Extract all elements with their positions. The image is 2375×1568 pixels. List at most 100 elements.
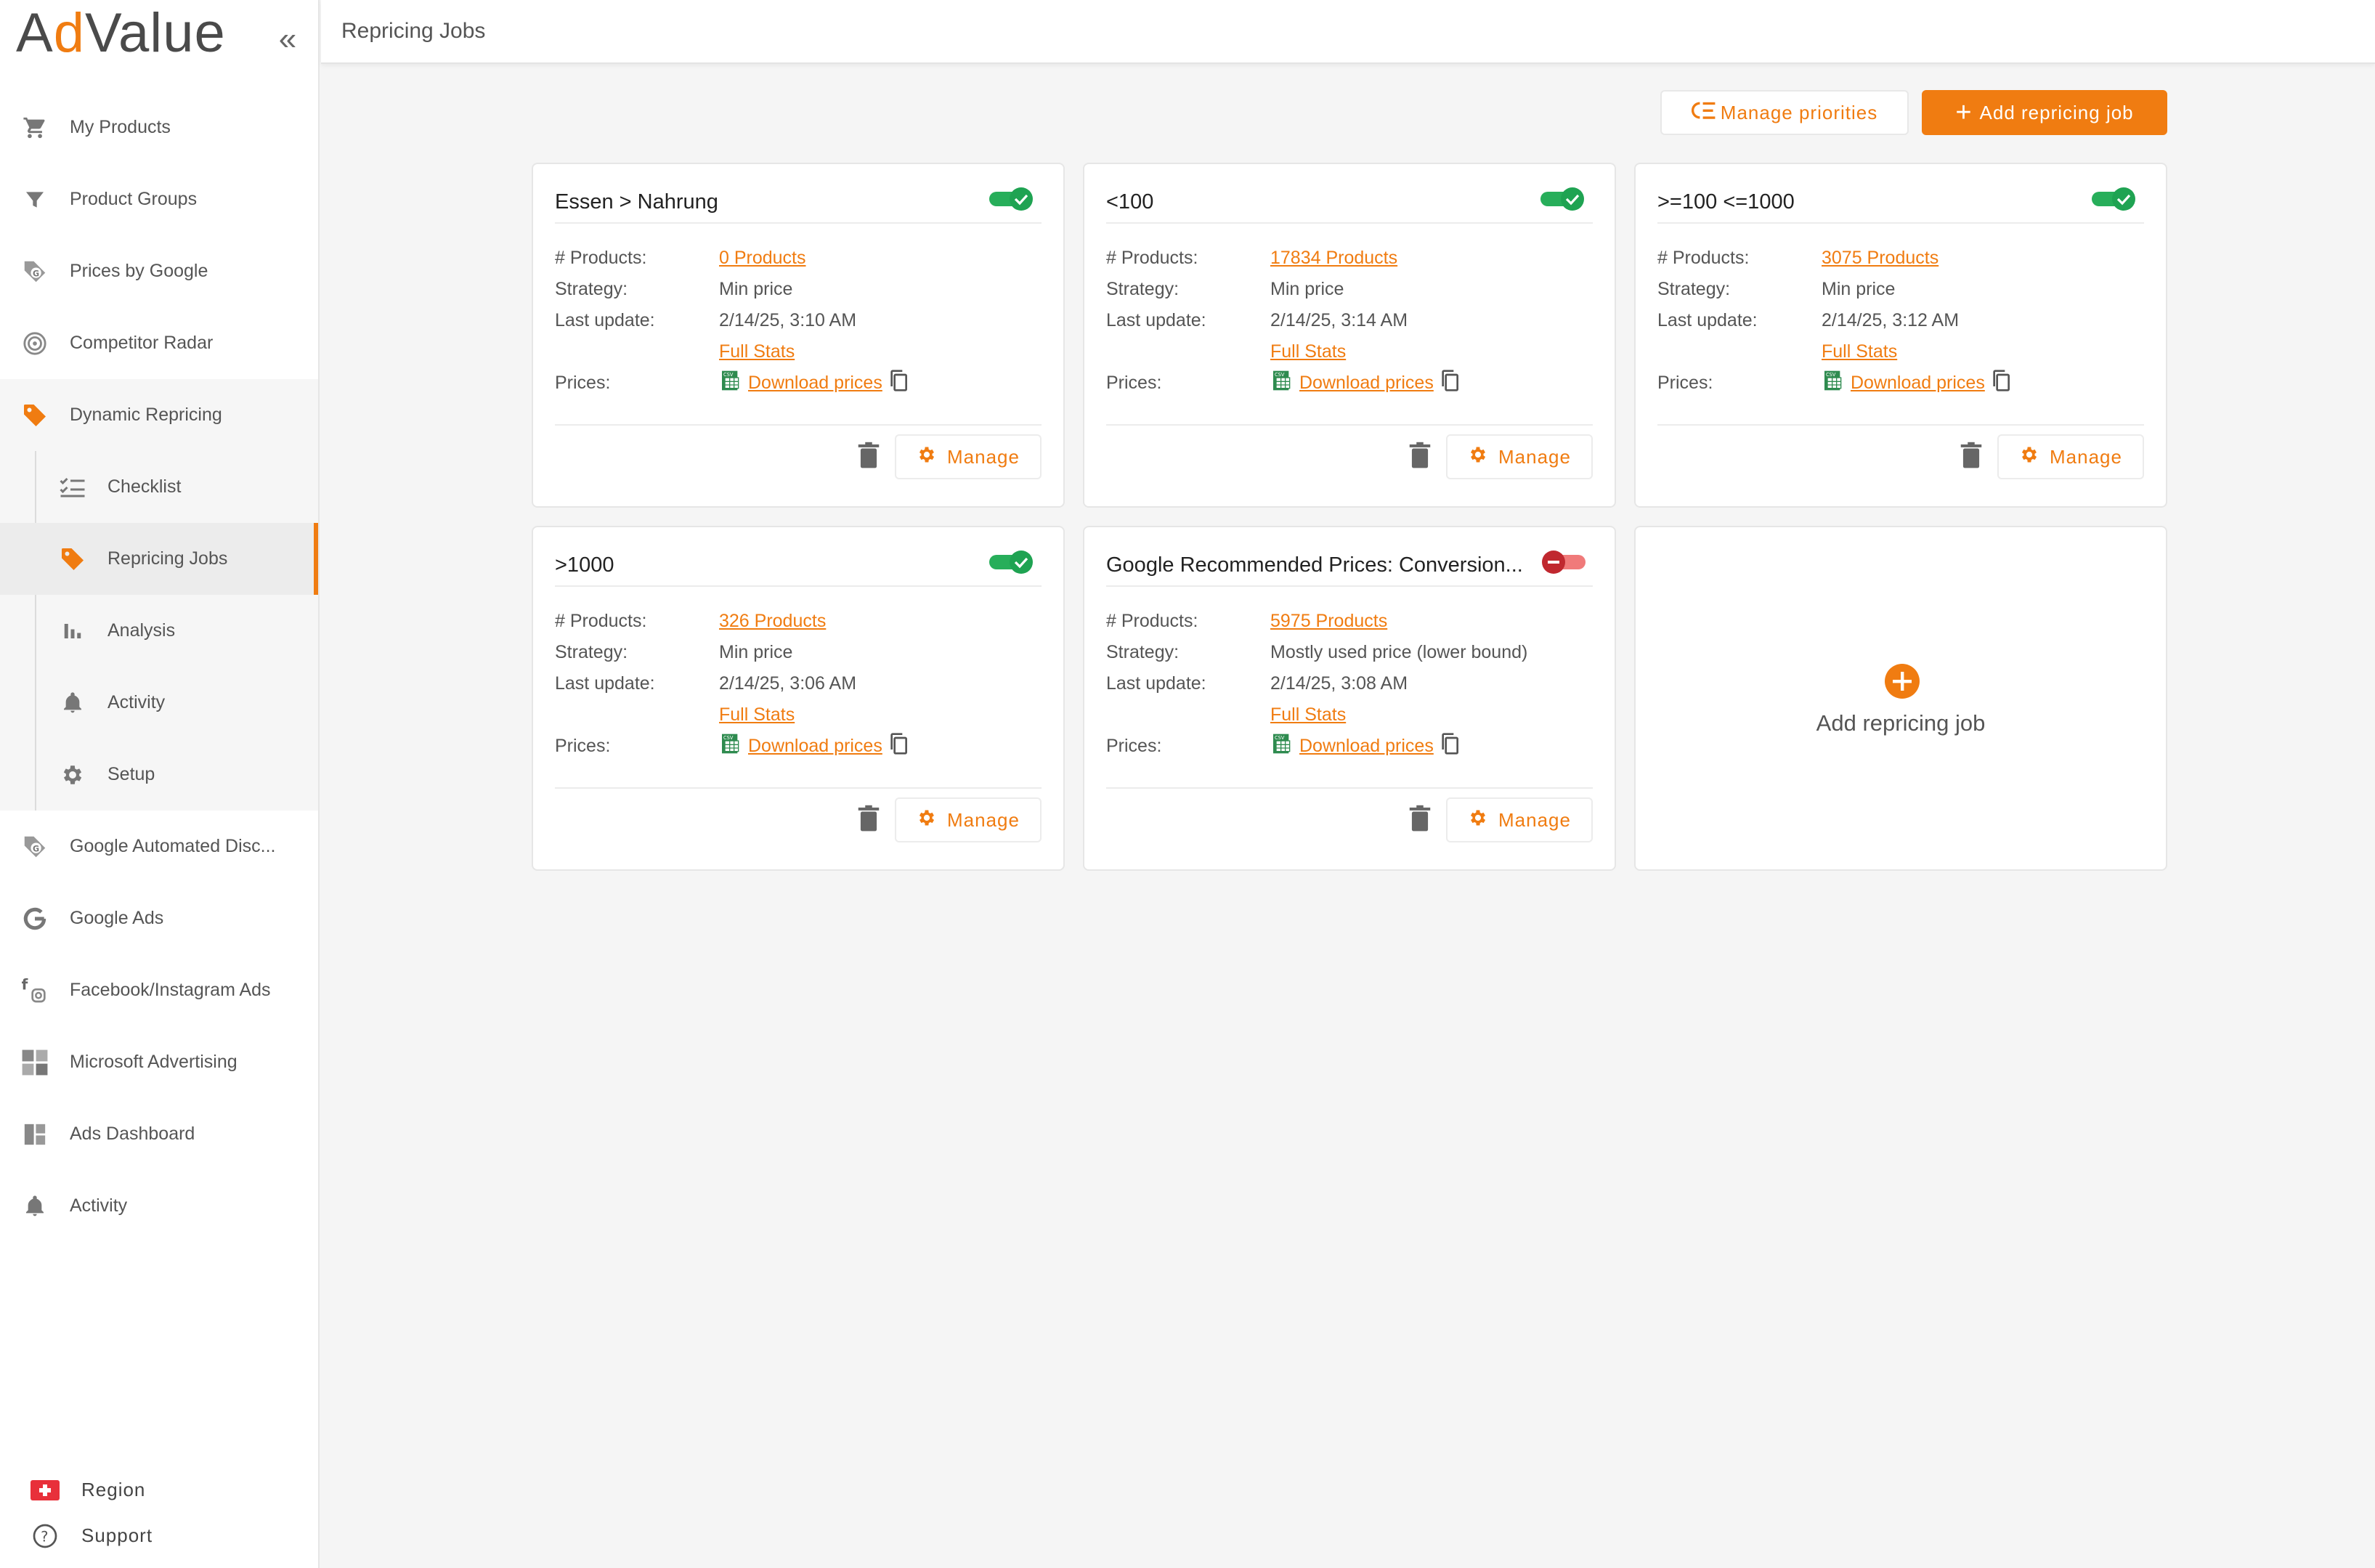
sidebar-item-google-ads[interactable]: Google Ads (0, 882, 318, 954)
sidebar-item-checklist[interactable]: Checklist (0, 451, 318, 523)
strategy-value: Min price (1270, 279, 1344, 299)
download-prices-link[interactable]: Download prices (1299, 736, 1434, 756)
job-card-header: Essen > Nahrung (555, 186, 1042, 224)
bar-chart-icon (58, 617, 87, 646)
products-count-link[interactable]: 0 Products (719, 248, 806, 268)
region-selector[interactable]: Region (0, 1467, 318, 1513)
sidebar-item-product-groups[interactable]: Product Groups (0, 163, 318, 235)
copy-icon[interactable] (1991, 369, 2011, 397)
copy-icon[interactable] (1440, 369, 1460, 397)
job-card-footer-divider (1657, 424, 2144, 426)
repricing-job-card: >1000 # Products: 326 Products Strategy:… (532, 526, 1065, 871)
gear-icon (1468, 444, 1488, 470)
download-prices-link[interactable]: Download prices (1851, 373, 1985, 393)
download-prices-link[interactable]: Download prices (748, 373, 882, 393)
manage-job-button[interactable]: Manage (895, 797, 1042, 842)
csv-file-icon: CSV (1822, 369, 1845, 397)
collapse-sidebar-icon[interactable]: « (278, 21, 297, 57)
gear-icon (1468, 808, 1488, 833)
svg-text:f: f (22, 976, 28, 993)
svg-text:?: ? (41, 1528, 49, 1545)
manage-priorities-button[interactable]: Manage priorities (1660, 90, 1909, 135)
dashboard-icon (20, 1120, 49, 1149)
download-prices-link[interactable]: Download prices (1299, 373, 1434, 393)
products-count-link[interactable]: 3075 Products (1822, 248, 1939, 268)
products-count-link[interactable]: 17834 Products (1270, 248, 1398, 268)
sidebar-item-prices-by-google[interactable]: G Prices by Google (0, 235, 318, 307)
delete-job-icon[interactable] (1408, 805, 1434, 834)
prices-label: Prices: (1106, 373, 1162, 393)
manage-job-button[interactable]: Manage (1997, 434, 2144, 479)
prices-label: Prices: (1657, 373, 1713, 393)
app-logo[interactable]: AdValue (16, 2, 226, 64)
job-details: # Products: 3075 Products Strategy: Min … (1657, 243, 2144, 399)
delete-job-icon[interactable] (1960, 442, 1986, 471)
repricing-job-card: Google Recommended Prices: Conversion...… (1083, 526, 1616, 871)
sidebar-item-microsoft-advertising[interactable]: Microsoft Advertising (0, 1026, 318, 1098)
sidebar-item-activity[interactable]: Activity (0, 667, 318, 739)
support-link[interactable]: ? Support (0, 1513, 318, 1559)
plus-icon: + (1955, 97, 1973, 128)
job-enabled-toggle[interactable] (2090, 186, 2138, 212)
full-stats-link[interactable]: Full Stats (1270, 341, 1347, 362)
job-enabled-toggle[interactable] (988, 186, 1036, 212)
sidebar-item-my-products[interactable]: My Products (0, 92, 318, 163)
repricing-job-card: >=100 <=1000 # Products: 3075 Products S… (1634, 163, 2167, 508)
svg-text:G: G (33, 269, 39, 278)
sidebar-item-analysis[interactable]: Analysis (0, 595, 318, 667)
delete-job-icon[interactable] (857, 442, 883, 471)
job-disabled-toggle[interactable] (1539, 549, 1587, 575)
job-enabled-toggle[interactable] (988, 549, 1036, 575)
last-update-value: 2/14/25, 3:12 AM (1822, 310, 1960, 330)
sidebar-item-facebook-instagram-ads[interactable]: f Facebook/Instagram Ads (0, 954, 318, 1026)
repricing-job-card: <100 # Products: 17834 Products Strategy… (1083, 163, 1616, 508)
csv-file-icon: CSV (719, 732, 742, 760)
last-update-label: Last update: (1657, 310, 1758, 330)
full-stats-link[interactable]: Full Stats (719, 704, 795, 725)
copy-icon[interactable] (888, 369, 909, 397)
full-stats-link[interactable]: Full Stats (719, 341, 795, 362)
manage-job-button[interactable]: Manage (895, 434, 1042, 479)
sidebar-item-label: Setup (107, 764, 155, 784)
products-count-link[interactable]: 5975 Products (1270, 611, 1388, 631)
products-count-link[interactable]: 326 Products (719, 611, 827, 631)
sidebar-item-setup[interactable]: Setup (0, 739, 318, 811)
sidebar-item-dynamic-repricing[interactable]: Dynamic Repricing (0, 379, 318, 451)
sidebar-item-label: Analysis (107, 620, 176, 641)
sidebar-item-label: Competitor Radar (70, 333, 214, 353)
full-stats-link[interactable]: Full Stats (1270, 704, 1347, 725)
strategy-label: Strategy: (1657, 279, 1731, 299)
strategy-label: Strategy: (555, 279, 628, 299)
copy-icon[interactable] (1440, 732, 1460, 760)
job-card-header: <100 (1106, 186, 1593, 224)
full-stats-row: Full Stats (1106, 699, 1593, 731)
manage-priorities-label: Manage priorities (1720, 101, 1878, 123)
priority-list-icon (1691, 100, 1716, 126)
last-update-label: Last update: (1106, 310, 1206, 330)
sidebar-item-google-automated-discounts[interactable]: G Google Automated Disc... (0, 811, 318, 882)
download-prices-link[interactable]: Download prices (748, 736, 882, 756)
copy-icon[interactable] (888, 732, 909, 760)
manage-job-button[interactable]: Manage (1446, 434, 1593, 479)
last-update-value: 2/14/25, 3:08 AM (1270, 673, 1408, 694)
products-label: # Products: (1106, 248, 1198, 268)
delete-job-icon[interactable] (857, 805, 883, 834)
sidebar-item-competitor-radar[interactable]: Competitor Radar (0, 307, 318, 379)
svg-text:CSV: CSV (1826, 372, 1836, 378)
prices-label: Prices: (1106, 736, 1162, 756)
delete-job-icon[interactable] (1408, 442, 1434, 471)
manage-job-button[interactable]: Manage (1446, 797, 1593, 842)
strategy-value: Min price (719, 642, 793, 662)
sidebar-item-repricing-jobs[interactable]: Repricing Jobs (0, 523, 318, 595)
plus-circle-icon (1885, 664, 1920, 702)
add-repricing-job-card[interactable]: Add repricing job (1634, 526, 2167, 871)
job-enabled-toggle[interactable] (1539, 186, 1587, 212)
last-update-value: 2/14/25, 3:14 AM (1270, 310, 1408, 330)
svg-text:CSV: CSV (723, 372, 734, 378)
full-stats-link[interactable]: Full Stats (1822, 341, 1898, 362)
job-details: # Products: 17834 Products Strategy: Min… (1106, 243, 1593, 399)
sidebar-item-ads-dashboard[interactable]: Ads Dashboard (0, 1098, 318, 1170)
sidebar-item-activity-global[interactable]: Activity (0, 1170, 318, 1242)
sidebar-item-label: My Products (70, 117, 171, 137)
add-repricing-job-button[interactable]: + Add repricing job (1922, 90, 2167, 135)
